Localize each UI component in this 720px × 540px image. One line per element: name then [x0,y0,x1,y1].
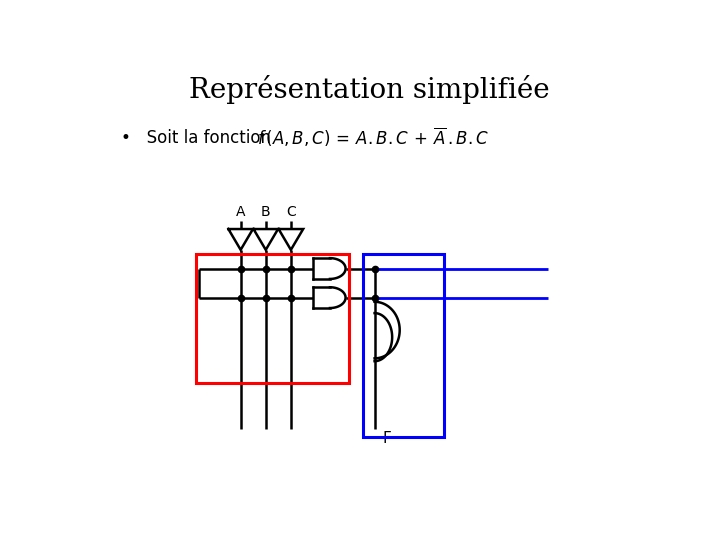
Text: Représentation simplifiée: Représentation simplifiée [189,75,549,104]
Text: •   Soit la fonction: • Soit la fonction [121,129,271,146]
Bar [364,254,444,437]
Text: $f\,(A,B,C)\,=\,A.B.C\,+\,\overline{A}\,.B.C$: $f\,(A,B,C)\,=\,A.B.C\,+\,\overline{A}\,… [258,126,490,149]
Bar [196,254,349,383]
Text: F: F [383,431,392,445]
Text: A: A [236,205,246,219]
Text: C: C [286,205,296,219]
Text: B: B [261,205,271,219]
